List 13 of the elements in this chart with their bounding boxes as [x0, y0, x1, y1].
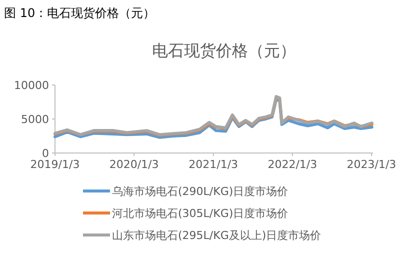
x-tick-label: 2021/1/3: [188, 158, 238, 171]
y-tick-label: 10000: [14, 79, 49, 92]
legend-label: 乌海市场电石(290L/KG)日度市场价: [112, 185, 288, 198]
caption: 图 10：电石现货价格（元）: [4, 6, 156, 20]
x-tick-label: 2022/1/3: [268, 158, 318, 171]
y-tick-label: 5000: [21, 113, 49, 126]
legend-label: 山东市场电石(295L/KG及以上)日度市场价: [112, 229, 322, 242]
chart-title: 电石现货价格（元）: [152, 41, 296, 60]
x-tick-label: 2023/1/3: [346, 158, 396, 171]
x-tick-label: 2019/1/3: [30, 158, 80, 171]
y-tick-label: 0: [42, 147, 49, 160]
x-tick-label: 2020/1/3: [109, 158, 159, 171]
legend-label: 河北市场电石(305L/KG)日度市场价: [112, 207, 288, 220]
